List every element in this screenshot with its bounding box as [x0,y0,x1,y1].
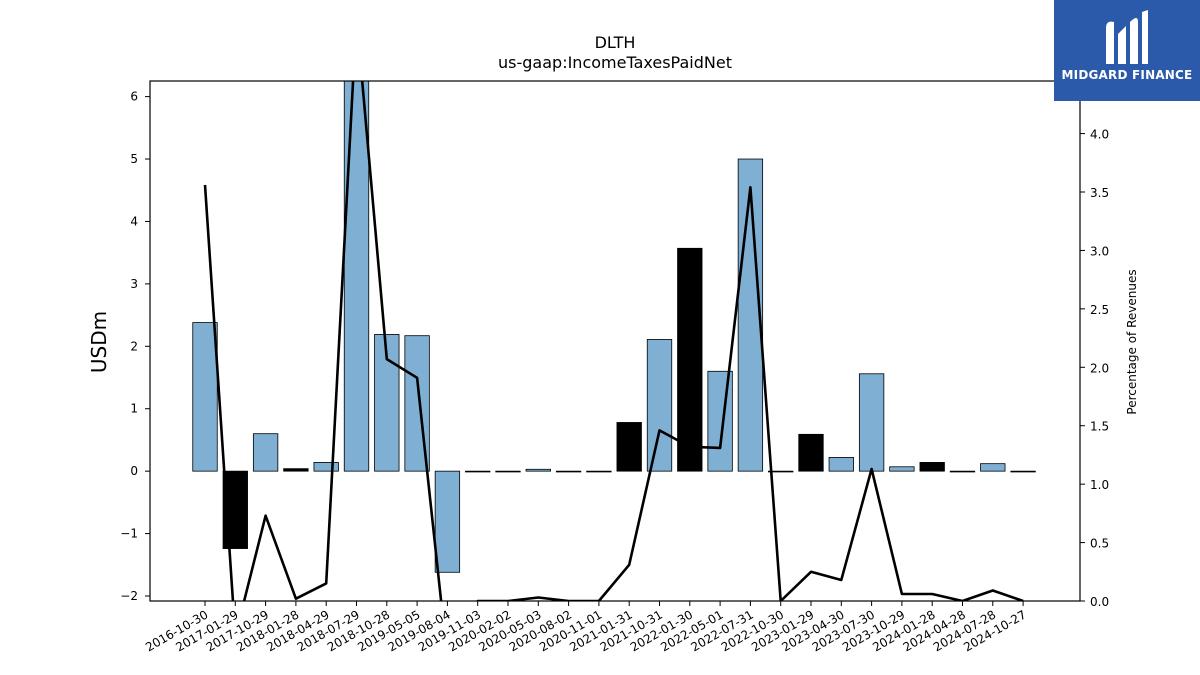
y2-tick-label: 0.5 [1090,537,1109,551]
bar-2019-08-04 [434,470,461,573]
bar-2022-05-01 [707,370,733,472]
bar-2024-07-28 [980,463,1006,472]
plot-frame [149,80,1081,602]
bar-2020-02-02 [495,470,521,473]
y-tick-label: −2 [120,589,138,603]
bar-2023-01-29 [798,433,824,472]
bar-2018-01-28 [283,468,309,472]
y-axis-label: USDm [87,311,111,373]
y-tick-label: 3 [130,277,138,291]
bar-2023-07-30 [858,373,885,472]
y-tick-label: 0 [130,464,138,478]
logo: MIDGARD FINANCE [1054,0,1200,101]
y2-tick-label: 3.5 [1090,186,1109,200]
bar-2022-01-30 [677,247,703,472]
bar-2021-10-31 [646,339,673,472]
y-tick-label: 2 [130,339,138,353]
bar-2019-11-03 [465,470,491,473]
line-group [203,81,1024,601]
bar-2020-08-02 [555,470,582,473]
bar-2018-04-29 [313,462,339,472]
bar-2021-01-31 [616,422,642,472]
revenue-percentage-line [203,81,1024,601]
y2-axis-label: Percentage of Revenues [1125,269,1139,414]
y-tick-label: 5 [130,152,138,166]
axes-group: −2−101234560.00.51.01.52.02.53.03.54.020… [120,80,1109,654]
y-tick-label: −1 [120,527,138,541]
y2-tick-label: 3.0 [1090,244,1109,258]
bar-2024-01-28 [919,462,945,472]
y2-tick-label: 4.0 [1090,128,1109,142]
bar-2016-10-30 [192,322,218,472]
chart-title: DLTH [595,33,636,52]
bar-2023-10-29 [889,466,915,472]
y2-tick-label: 2.0 [1090,361,1109,375]
bars-group [192,81,1036,573]
y-tick-label: 1 [130,402,138,416]
logo-mark-icon [1106,10,1148,65]
bar-2024-04-28 [949,470,976,473]
bar-2022-10-30 [768,470,794,473]
y-tick-label: 6 [130,90,138,104]
y2-tick-label: 1.0 [1090,478,1109,492]
bar-2023-04-30 [828,457,854,472]
bar-2020-05-03 [525,468,551,472]
bar-2020-11-01 [586,470,612,473]
y2-tick-label: 2.5 [1090,303,1109,317]
chart-subtitle: us-gaap:IncomeTaxesPaidNet [498,53,732,72]
bar-2024-10-27 [1010,470,1036,473]
y2-tick-label: 1.5 [1090,420,1109,434]
y-tick-label: 4 [130,214,138,228]
logo-text: MIDGARD FINANCE [1061,68,1193,82]
bar-2017-10-29 [252,433,279,472]
y2-tick-label: 0.0 [1090,595,1109,609]
